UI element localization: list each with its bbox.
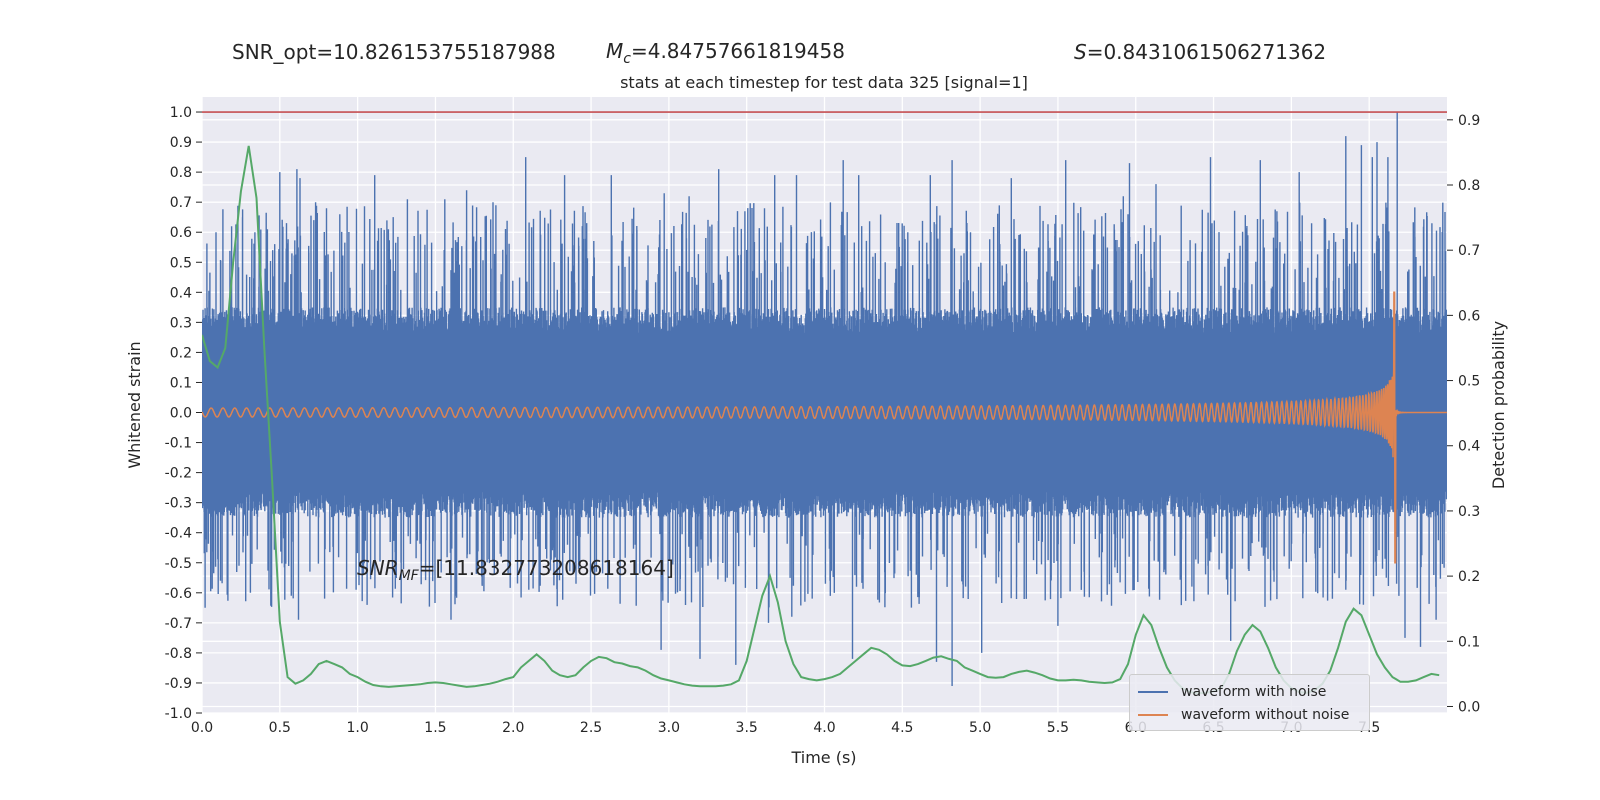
y-tick-label: -0.7 <box>165 616 192 632</box>
legend: waveform with noise waveform without noi… <box>1129 674 1370 731</box>
y-tick-label: 1.0 <box>170 105 192 121</box>
snr-mf-annotation: SNRMF=[11.832773208618164] <box>357 556 674 584</box>
snr-mf-subscript: MF <box>398 568 419 584</box>
x-tick-label: 4.5 <box>891 720 913 736</box>
y-tick-label: -0.6 <box>165 586 192 602</box>
y-tick-label: 0.1 <box>170 375 192 391</box>
y-tick-label: -0.3 <box>165 496 192 512</box>
legend-swatch-clean <box>1138 714 1168 716</box>
chirp-mass-label: Mc=4.84757661819458 <box>606 39 845 67</box>
chart-title: stats at each timestep for test data 325… <box>620 73 1028 92</box>
legend-item-clean: waveform without noise <box>1138 707 1349 723</box>
snr-mf-symbol: SNR <box>357 556 399 580</box>
x-tick-label: 2.0 <box>502 720 524 736</box>
x-tick-label: 1.5 <box>424 720 446 736</box>
y-tick-label: 0.5 <box>170 255 192 271</box>
y2-tick-label: 0.9 <box>1458 113 1480 129</box>
chirp-mass-symbol: M <box>606 39 624 63</box>
y2-tick-label: 0.7 <box>1458 243 1480 259</box>
x-tick-label: 5.5 <box>1047 720 1069 736</box>
y-tick-label: 0.0 <box>170 406 192 422</box>
y-tick-label: 0.2 <box>170 345 192 361</box>
y-tick-label: -0.5 <box>165 556 192 572</box>
x-tick-label: 5.0 <box>969 720 991 736</box>
y2-tick-label: 0.2 <box>1458 569 1480 585</box>
legend-label-clean: waveform without noise <box>1181 707 1350 723</box>
legend-label-noise: waveform with noise <box>1181 684 1327 700</box>
y-tick-label: -0.4 <box>165 526 192 542</box>
y2-tick-label: 0.6 <box>1458 308 1480 324</box>
y2-tick-label: 0.3 <box>1458 504 1480 520</box>
y-tick-label: 0.6 <box>170 225 192 241</box>
y-tick-label: -1.0 <box>165 706 192 722</box>
series-waveform-without-noise <box>202 291 1447 564</box>
series-layer <box>202 111 1447 695</box>
y2-tick-label: 0.5 <box>1458 374 1480 390</box>
legend-item-noise: waveform with noise <box>1138 684 1326 700</box>
x-tick-label: 0.5 <box>269 720 291 736</box>
snr-mf-value: =[11.832773208618164] <box>418 556 674 580</box>
x-tick-label: 3.5 <box>736 720 758 736</box>
y2-axis-label: Detection probability <box>1489 321 1508 489</box>
x-axis-label: Time (s) <box>790 748 856 767</box>
y-tick-label: -0.8 <box>165 646 192 662</box>
y2-tick-label: 0.1 <box>1458 634 1480 650</box>
chirp-mass-subscript: c <box>623 51 631 67</box>
y2-tick-label: 0.4 <box>1458 439 1480 455</box>
y-tick-label: 0.7 <box>170 195 192 211</box>
score-value: =0.8431061506271362 <box>1086 40 1327 64</box>
y2-tick-label: 0.8 <box>1458 178 1480 194</box>
y-axis-label: Whitened strain <box>125 341 144 468</box>
y-tick-label: 0.4 <box>170 285 192 301</box>
y-tick-label: -0.9 <box>165 676 192 692</box>
legend-swatch-noise <box>1138 691 1168 693</box>
y-tick-label: 0.8 <box>170 165 192 181</box>
x-tick-label: 4.0 <box>813 720 835 736</box>
x-tick-label: 2.5 <box>580 720 602 736</box>
snr-opt-label: SNR_opt=10.826153755187988 <box>232 40 556 64</box>
y-tick-label: -0.2 <box>165 466 192 482</box>
y2-tick-label: 0.0 <box>1458 699 1480 715</box>
y-tick-label: 0.3 <box>170 315 192 331</box>
score-symbol: S <box>1074 40 1087 64</box>
y-tick-label: -0.1 <box>165 436 192 452</box>
series-detection-probability <box>202 145 1440 695</box>
axis-layer: 0.00.51.01.52.02.53.03.54.04.55.05.56.06… <box>165 105 1481 736</box>
chirp-mass-value: =4.84757661819458 <box>630 39 845 63</box>
x-tick-label: 1.0 <box>346 720 368 736</box>
x-tick-label: 3.0 <box>658 720 680 736</box>
y-tick-label: 0.9 <box>170 135 192 151</box>
score-label: S=0.8431061506271362 <box>1074 40 1326 64</box>
x-tick-label: 0.0 <box>191 720 213 736</box>
